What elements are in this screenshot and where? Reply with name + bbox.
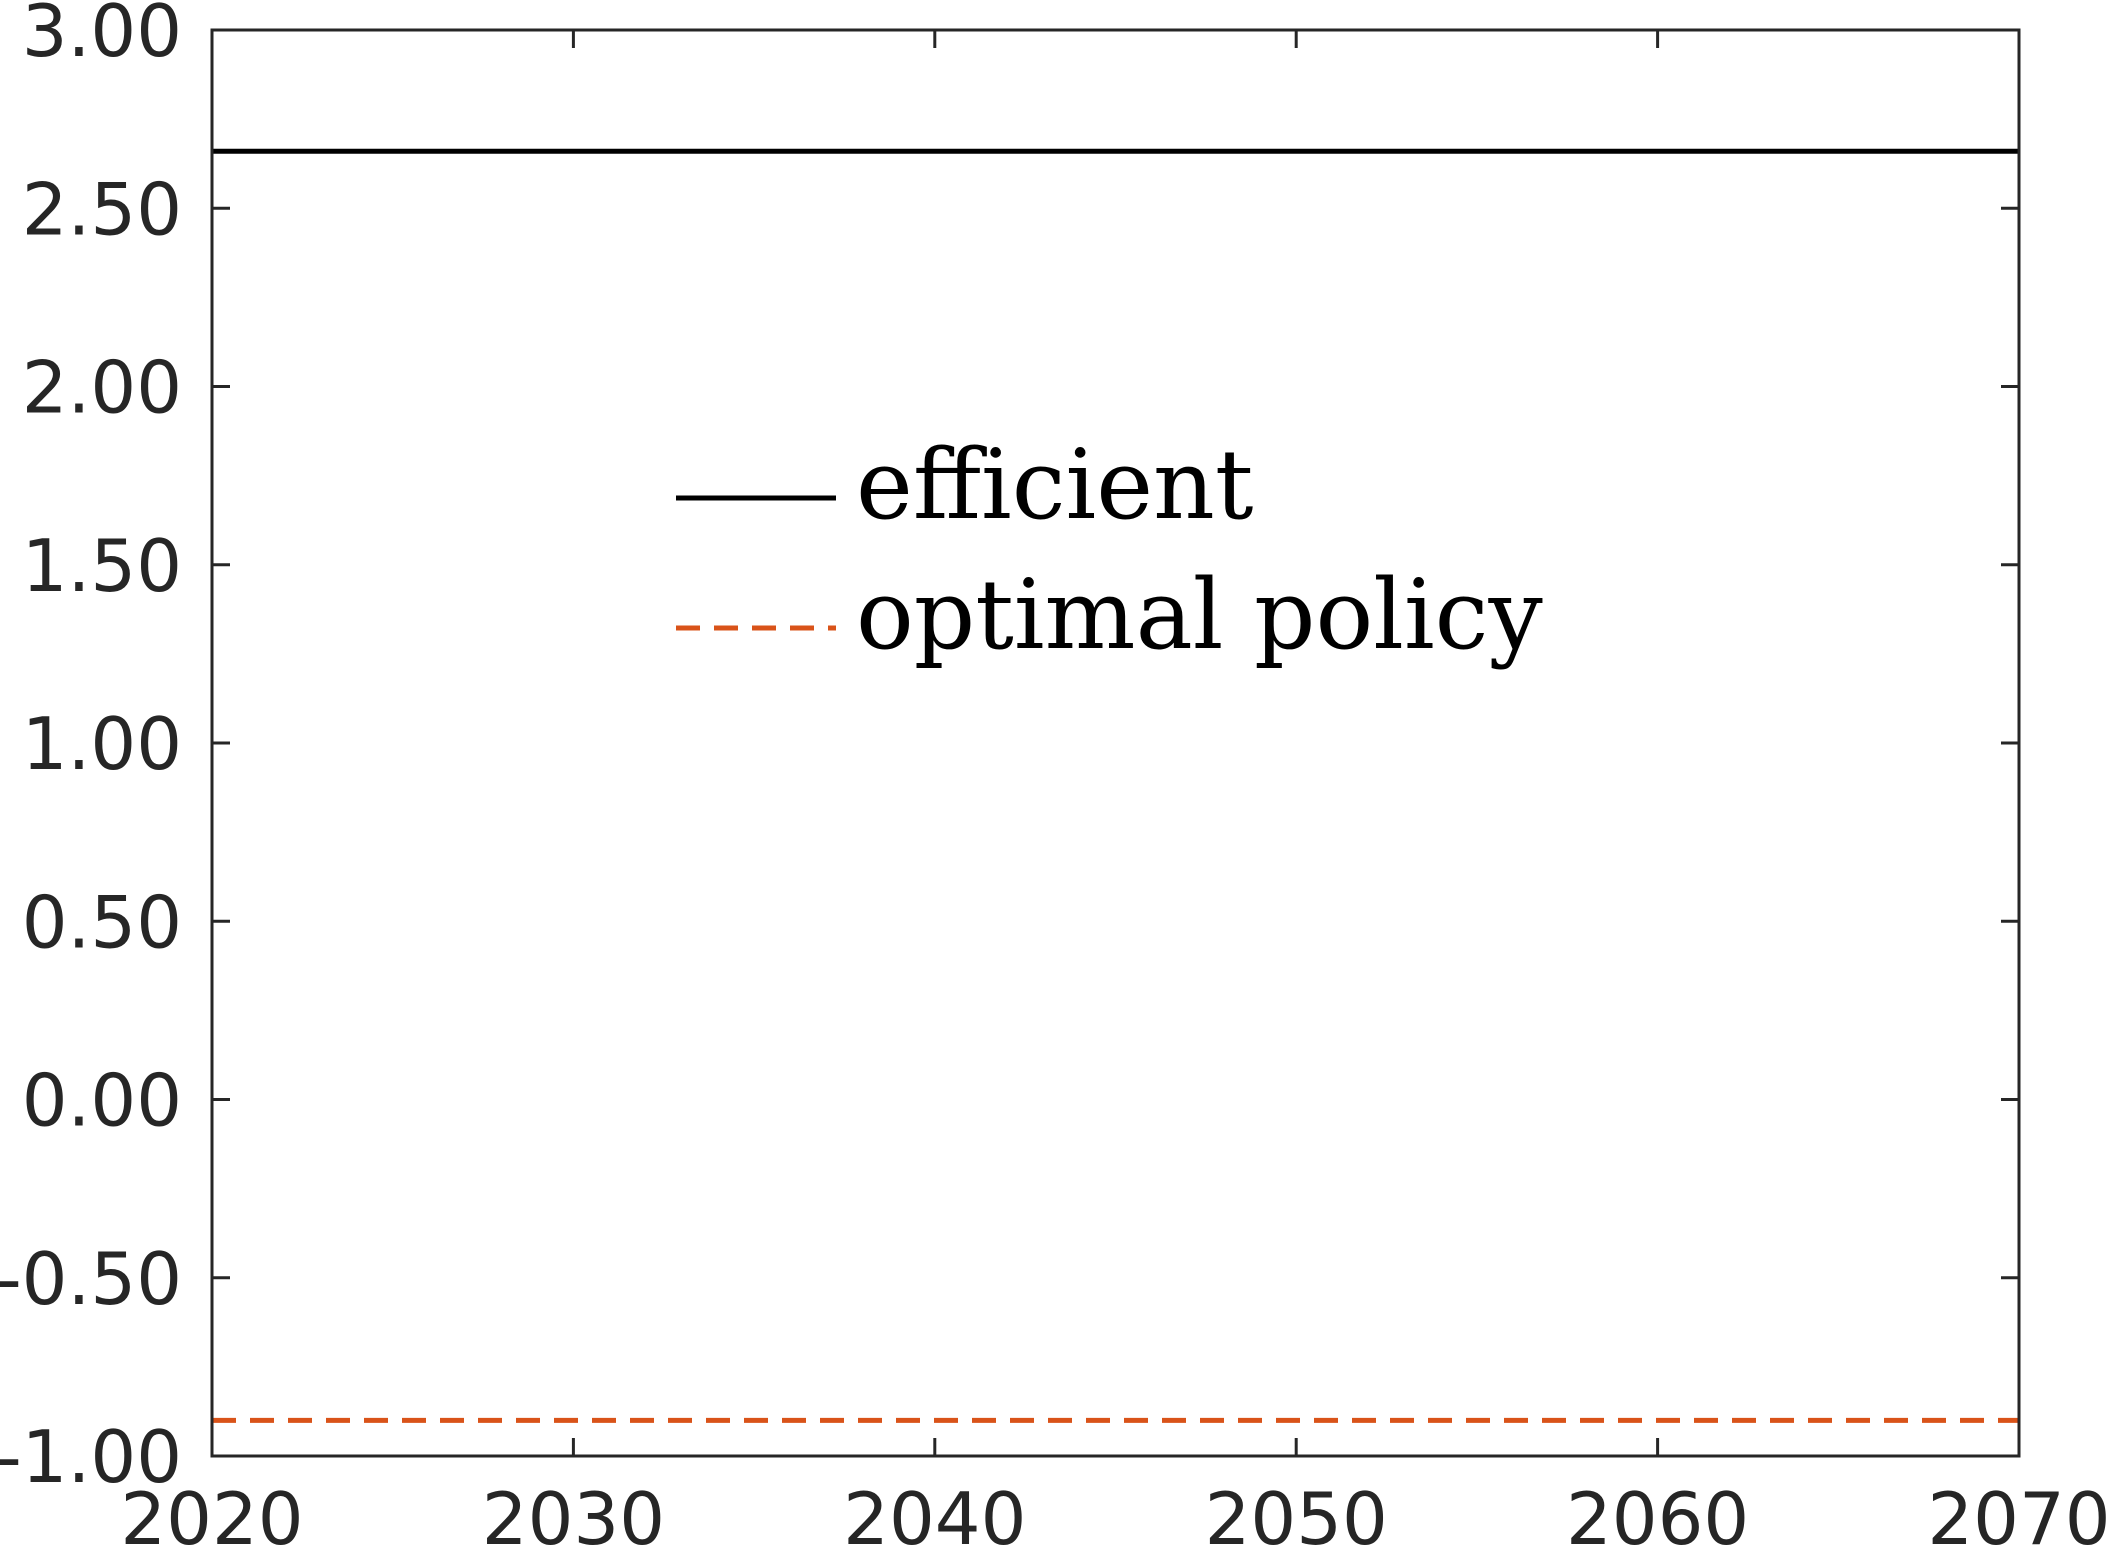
legend-label: efficient [856, 429, 1253, 541]
plot-frame [210, 28, 2021, 1458]
y-tick-label: 0.50 [22, 880, 182, 964]
y-tick-label: 2.00 [22, 346, 182, 430]
series-layer [212, 148, 2019, 1423]
x-axis-ticks: 2020 2030 2040 2050 2060 2070 [120, 30, 2109, 1554]
x-tick-label: 2050 [1205, 1477, 1388, 1554]
x-tick-label: 2020 [120, 1477, 303, 1554]
y-tick-label: 0.00 [22, 1059, 182, 1143]
y-tick-label: -1.00 [0, 1415, 182, 1499]
y-axis-ticks: 3.00 2.50 2.00 1.50 1.00 0.50 0.00 -0.50 -1.00 [0, 0, 2019, 1499]
y-tick-label: 1.50 [22, 524, 182, 608]
x-tick-label: 2060 [1566, 1477, 1749, 1554]
x-tick-label: 2070 [1927, 1477, 2109, 1554]
legend: efficient optimal policy [676, 429, 1543, 671]
x-tick-label: 2040 [843, 1477, 1026, 1554]
y-tick-label: -0.50 [0, 1237, 182, 1321]
legend-label: optimal policy [856, 559, 1543, 671]
y-tick-label: 1.00 [22, 702, 182, 786]
y-tick-label: 3.00 [22, 0, 182, 73]
y-tick-label: 2.50 [22, 167, 182, 251]
x-tick-label: 2030 [482, 1477, 665, 1554]
